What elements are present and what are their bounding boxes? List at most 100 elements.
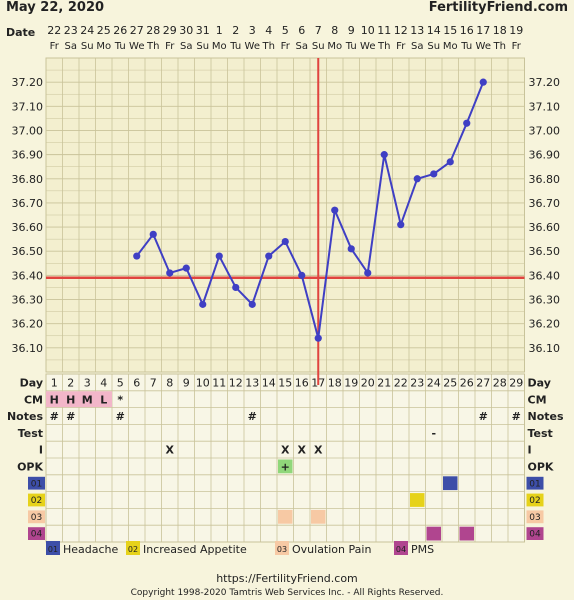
intercourse-mark: X — [314, 444, 323, 457]
day-number: 10 — [196, 377, 210, 390]
day-number: 25 — [443, 377, 457, 390]
weekday-label: Mo — [327, 41, 342, 52]
symptom-cell — [459, 526, 474, 541]
y-tick-label: 37.00 — [529, 124, 561, 137]
weekday-label: We — [476, 41, 491, 52]
y-tick-label: 36.30 — [12, 294, 44, 307]
symptom-code-right: 03 — [529, 513, 540, 523]
symptom-cell — [443, 476, 458, 491]
y-tick-label: 37.00 — [12, 124, 44, 137]
weekday-label: Su — [81, 41, 94, 52]
day-number: 20 — [361, 377, 375, 390]
legend-label: PMS — [411, 543, 434, 556]
row-label-left: OPK — [17, 461, 43, 474]
row-label-right: Notes — [528, 410, 564, 423]
day-number: 19 — [344, 377, 358, 390]
y-tick-label: 36.10 — [12, 342, 44, 355]
day-number: 5 — [117, 377, 124, 390]
weekday-label: Tu — [114, 41, 126, 52]
row-label-right: Day — [528, 377, 551, 390]
weekday-label: We — [245, 41, 260, 52]
cm-mark: H — [66, 393, 75, 406]
date-label: 10 — [361, 24, 375, 37]
cm-mark: M — [82, 393, 93, 406]
notes-mark: # — [116, 410, 125, 423]
symptom-badge-right — [526, 476, 544, 490]
symptom-badge-right — [526, 493, 544, 507]
temperature-point — [281, 237, 289, 246]
notes-mark: # — [479, 410, 488, 423]
weekday-label: Tu — [345, 41, 357, 52]
legend-code: 02 — [128, 545, 138, 554]
date-label: 16 — [460, 24, 474, 37]
date-label: 18 — [493, 24, 507, 37]
legend-swatch — [46, 541, 60, 555]
y-tick-label: 36.80 — [12, 173, 44, 186]
legend-swatch — [126, 541, 140, 555]
date-label: 23 — [64, 24, 78, 37]
intercourse-mark: X — [298, 444, 307, 457]
temperature-point — [265, 252, 273, 260]
temperature-line — [135, 81, 485, 339]
day-number: 26 — [460, 377, 474, 390]
symptom-code-right: 04 — [529, 530, 541, 540]
symptom-code-left: 03 — [31, 513, 42, 523]
temperature-point — [479, 78, 487, 86]
temperature-point — [430, 170, 438, 178]
date-label: 15 — [443, 24, 457, 37]
y-tick-label: 36.40 — [12, 269, 44, 282]
weekday-label: Sa — [411, 41, 423, 52]
date-label: 17 — [476, 24, 490, 37]
weekday-label: Fr — [50, 41, 60, 52]
symptom-cell — [426, 526, 441, 541]
date-label: 13 — [410, 24, 424, 37]
chart-grid — [45, 57, 525, 543]
site-name[interactable]: FertilityFriend.com — [428, 0, 568, 15]
weekday-label: Fr — [281, 41, 291, 52]
legend-code: 03 — [277, 545, 287, 554]
weekday-label: Mo — [96, 41, 111, 52]
temperature-point — [314, 334, 322, 342]
day-number: 23 — [410, 377, 424, 390]
footer-copyright: Copyright 1998-2020 Tamtris Web Services… — [131, 588, 444, 598]
temperature-point — [133, 252, 141, 260]
weekday-label: Sa — [65, 41, 77, 52]
cm-cell — [62, 391, 79, 408]
legend-code: 01 — [48, 545, 58, 554]
cm-mark: * — [117, 393, 123, 406]
row-label-left: Day — [20, 377, 43, 390]
weekday-label: Su — [196, 41, 209, 52]
temperature-point — [331, 206, 339, 214]
row-label-left: CM — [24, 393, 43, 406]
day-number: 7 — [150, 377, 157, 390]
row-label-right: Test — [528, 427, 553, 440]
day-number: 18 — [328, 377, 342, 390]
notes-mark: # — [66, 410, 75, 423]
symptom-cell — [278, 509, 293, 524]
y-tick-label: 37.20 — [12, 76, 44, 89]
day-number: 13 — [245, 377, 259, 390]
legend-label: Headache — [63, 543, 119, 556]
row-label-left: Notes — [7, 410, 43, 423]
day-number: 9 — [183, 377, 190, 390]
weekday-label: Su — [427, 41, 440, 52]
weekday-label: Th — [377, 41, 390, 52]
y-tick-label: 36.50 — [529, 245, 561, 258]
y-tick-label: 36.80 — [529, 173, 561, 186]
weekday-label: Fr — [512, 41, 522, 52]
symptom-badge-left — [28, 476, 45, 490]
date-label: 11 — [377, 24, 391, 37]
temperature-point — [298, 271, 306, 279]
day-number: 14 — [262, 377, 276, 390]
weekday-label: Fr — [165, 41, 175, 52]
weekday-label: Th — [146, 41, 159, 52]
y-tick-label: 36.70 — [12, 197, 44, 210]
date-label: 29 — [163, 24, 177, 37]
row-label-right: I — [528, 444, 532, 457]
chart-labels: 37.20 37.20 37.10 37.10 37.00 37.00 36.90 36.90… — [6, 24, 564, 598]
day-number: 15 — [278, 377, 292, 390]
symptom-code-right: 01 — [529, 479, 540, 489]
y-tick-label: 36.70 — [529, 197, 561, 210]
date-label: 8 — [331, 24, 338, 37]
